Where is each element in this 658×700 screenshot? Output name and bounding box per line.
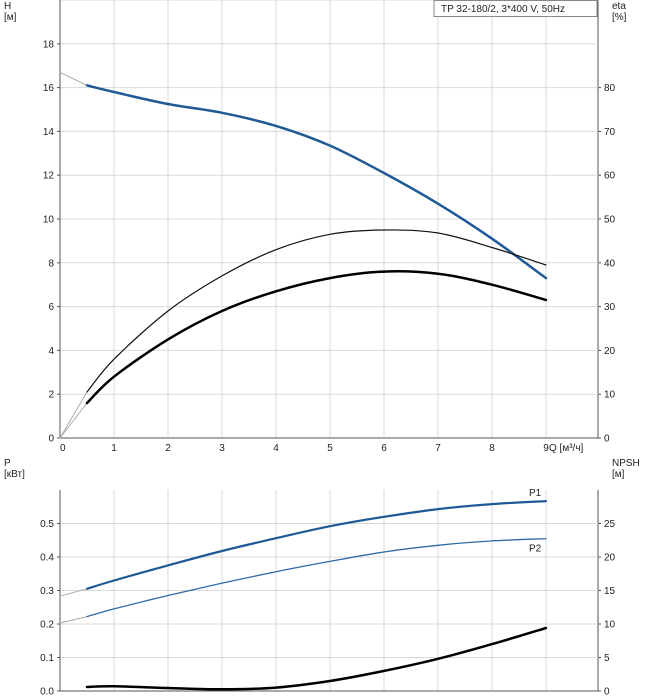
title-box [433,0,598,17]
y-right-tick-label: 60 [604,171,616,182]
series-line [86,229,547,393]
series-line [59,402,88,439]
series-line [85,270,548,405]
y-right-tick-label: 10 [604,390,616,401]
y-left-tick-label: 0.2 [40,620,54,631]
series-line [59,391,88,439]
y-left-tick-label: 16 [43,83,55,94]
series-label: P2 [529,544,542,555]
x-tick-label: 9 [543,443,549,454]
y-left-axis-unit: [м] [4,12,17,23]
y-right-axis-label: eta [612,1,626,12]
y-right-axis-unit: [%] [612,12,627,23]
y-right-axis-unit: [м] [612,469,625,480]
x-tick-label: 1 [111,443,117,454]
series-line [59,588,88,597]
y-left-tick-label: 14 [43,127,55,138]
series-line [85,626,548,691]
y-left-tick-label: 0.4 [40,553,54,564]
y-left-tick-label: 10 [43,215,55,226]
y-left-tick-label: 0.0 [40,687,54,698]
y-left-tick-label: 0 [48,434,54,445]
y-right-tick-label: 10 [604,620,616,631]
y-left-tick-label: 18 [43,39,55,50]
x-tick-label: 8 [489,443,495,454]
y-right-tick-label: 15 [604,586,616,597]
y-right-tick-label: 20 [604,553,616,564]
y-left-tick-label: 12 [43,171,55,182]
x-tick-label: 6 [381,443,387,454]
y-right-tick-label: 0 [604,434,610,445]
y-left-tick-label: 0.5 [40,519,54,530]
y-left-axis-unit: [кВт] [4,469,25,480]
y-left-tick-label: 8 [48,258,54,269]
x-tick-label: 3 [219,443,225,454]
y-left-tick-label: 6 [48,302,54,313]
series-line [59,616,88,624]
series-line [85,84,548,280]
x-tick-label: 0 [60,443,66,454]
series-line [59,71,88,86]
y-left-tick-label: 0.3 [40,586,54,597]
y-right-tick-label: 30 [604,302,616,313]
y-right-tick-label: 5 [604,653,610,664]
x-tick-label: 7 [435,443,441,454]
y-right-tick-label: 40 [604,258,616,269]
y-left-tick-label: 2 [48,390,54,401]
y-right-tick-label: 25 [604,519,616,530]
power-npsh-chart: 0.0 0.1 0.2 0.3 0.4 0.5 0 5 10 15 20 25 P[кВт] NPSH[м… [4,458,640,698]
y-left-tick-label: 4 [48,346,54,357]
series-label: P1 [529,488,542,499]
y-right-tick-label: 50 [604,215,616,226]
chart-title: TP 32-180/2, 3*400 V, 50Hz [441,4,565,15]
y-left-axis-label: H [4,1,11,12]
x-axis-label: Q [м³/ч] [549,443,584,454]
series-line [85,500,548,590]
x-tick-label: 5 [327,443,333,454]
x-tick-label: 4 [273,443,279,454]
y-right-axis-label: NPSH [612,458,640,469]
y-left-axis-label: P [4,458,11,469]
y-right-tick-label: 70 [604,127,616,138]
series-line [86,537,547,618]
x-tick-label: 2 [165,443,171,454]
y-left-tick-label: 0.1 [40,653,54,664]
y-right-tick-label: 0 [604,687,610,698]
y-right-tick-label: 20 [604,346,616,357]
y-right-tick-label: 80 [604,83,616,94]
head-efficiency-chart: 02468101214161801020304050607080H[м]eta[… [4,0,627,454]
